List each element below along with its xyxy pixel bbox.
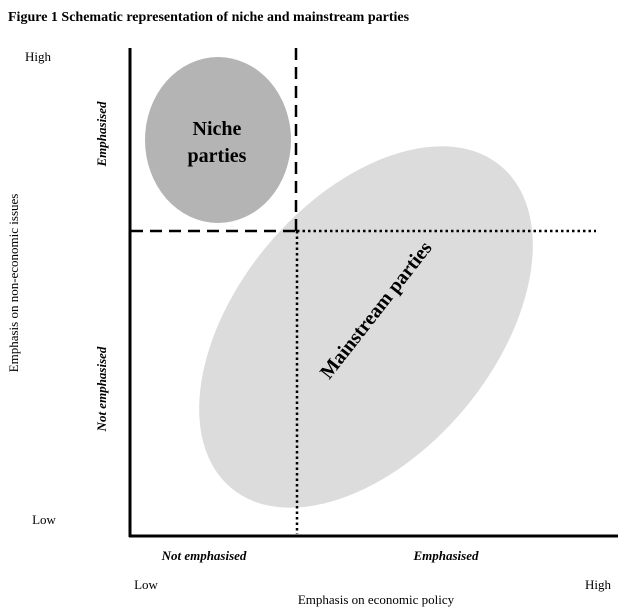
- y-high-label: High: [25, 49, 52, 64]
- y-zone-emphasised: Emphasised: [94, 101, 109, 168]
- x-zone-emphasised: Emphasised: [412, 548, 479, 563]
- niche-parties-label-line2: parties: [188, 145, 247, 167]
- y-zone-not-emphasised: Not emphasised: [94, 346, 109, 432]
- y-low-label: Low: [32, 512, 56, 527]
- x-axis-title: Emphasis on economic policy: [298, 592, 455, 607]
- x-zone-not-emphasised: Not emphasised: [161, 548, 247, 563]
- x-high-label: High: [585, 577, 612, 592]
- mainstream-parties-ellipse: [199, 146, 533, 508]
- niche-parties-ellipse: [145, 57, 291, 223]
- niche-parties-label-line1: Niche: [193, 118, 242, 140]
- y-axis-title: Emphasis on non-economic issues: [6, 194, 21, 373]
- x-low-label: Low: [134, 577, 158, 592]
- figure-title: Figure 1 Schematic representation of nic…: [8, 10, 410, 25]
